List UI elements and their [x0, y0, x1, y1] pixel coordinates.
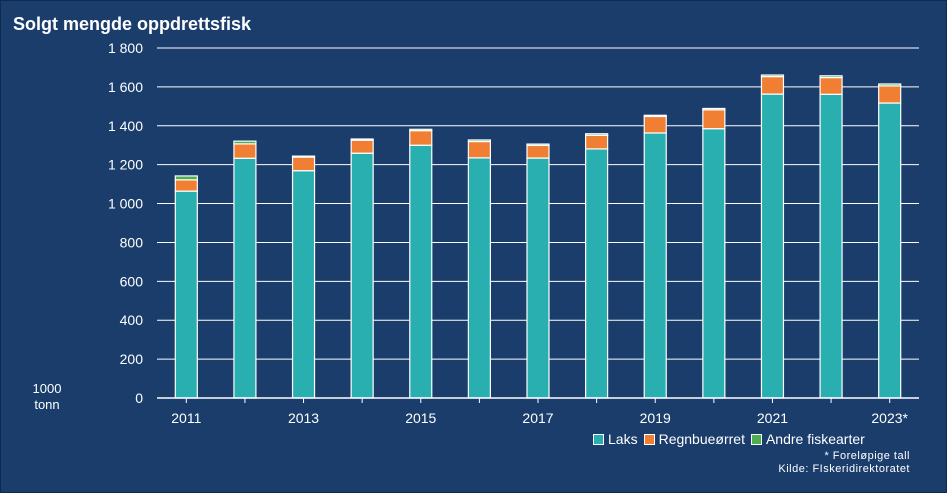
- y-tick-label-600: 600: [120, 273, 144, 289]
- bar-andre-fiskearter-2014: [350, 138, 374, 141]
- x-tick-label-2021: 2021: [757, 410, 788, 426]
- bar-regnbueorret-2020: [702, 109, 726, 130]
- legend-label-regnbueorret: Regnbueørret: [658, 431, 745, 447]
- chart-title: Solgt mengde oppdrettsfisk: [13, 14, 252, 34]
- y-tick-label-1600: 1 600: [108, 79, 143, 95]
- bar-regnbueorret-2017: [526, 144, 550, 159]
- preliminary-note: * Foreløpige tall: [824, 450, 910, 462]
- y-tick-label-1200: 1 200: [108, 157, 143, 173]
- x-tick-label-2015: 2015: [405, 410, 436, 426]
- legend-swatch-andre-fiskearter: [750, 433, 762, 445]
- bar-regnbueorret-2016: [467, 140, 491, 159]
- x-tick-label-2019: 2019: [640, 410, 671, 426]
- bar-laks-2021: [760, 93, 785, 399]
- footnotes: * Foreløpige tall Kilde: FIskeridirektor…: [778, 450, 910, 476]
- y-axis-ticks: 0 200 400 600 800 1 000 1 200 1 400 1 600 1 800: [108, 40, 143, 406]
- unit-line-2: tonn: [34, 397, 60, 412]
- bar-laks-2014: [350, 152, 374, 399]
- bar-laks-2018: [585, 148, 609, 399]
- y-tick-label-0: 0: [135, 390, 143, 406]
- x-tick-label-2013: 2013: [288, 410, 319, 426]
- legend-item-regnbueorret: Regnbueørret: [643, 431, 745, 447]
- bar-regnbueorret-2011: [174, 179, 198, 192]
- bar-laks-2011: [174, 190, 198, 399]
- unit-line-1: 1000: [32, 381, 62, 396]
- bar-regnbueorret-2013: [291, 156, 316, 172]
- bar-laks-2015: [409, 144, 433, 399]
- bar-laks-2023: [878, 102, 902, 399]
- x-tick-label-2023: 2023*: [871, 410, 908, 426]
- bar-andre-fiskearter-2016: [467, 139, 491, 143]
- bar-laks-2022: [819, 93, 843, 399]
- y-axis-unit: 1000 tonn: [27, 381, 67, 413]
- bar-regnbueorret-2018: [585, 134, 609, 150]
- bar-andre-fiskearter-2022: [819, 75, 843, 79]
- bar-laks-2019: [643, 132, 667, 399]
- bars: [174, 74, 902, 399]
- bar-andre-fiskearter-2012: [233, 140, 257, 145]
- bar-regnbueorret-2014: [350, 139, 374, 154]
- bar-regnbueorret-2021: [760, 75, 785, 95]
- bar-andre-fiskearter-2019: [643, 114, 667, 118]
- bar-regnbueorret-2012: [233, 143, 257, 159]
- bar-andre-fiskearter-2013: [291, 155, 316, 158]
- y-tick-label-1400: 1 400: [108, 118, 143, 134]
- bar-laks-2013: [291, 170, 316, 399]
- y-tick-label-400: 400: [120, 312, 144, 328]
- bar-andre-fiskearter-2017: [526, 143, 550, 147]
- bar-andre-fiskearter-2020: [702, 107, 726, 111]
- legend-swatch-laks: [593, 433, 604, 445]
- bar-andre-fiskearter-2015: [409, 128, 433, 132]
- bar-laks-2016: [467, 157, 491, 399]
- legend-item-andre-fiskearter: Andre fiskearter: [750, 431, 865, 447]
- y-tick-label-800: 800: [120, 234, 144, 250]
- legend: Laks Regnbueørret Andre fiskearter: [593, 431, 871, 447]
- legend-item-laks: Laks: [593, 431, 638, 447]
- bar-andre-fiskearter-2018: [585, 133, 609, 136]
- x-axis-ticks: 2011 2013 2015 2017 2019 2021 2023*: [157, 397, 919, 426]
- bar-andre-fiskearter-2011: [174, 175, 198, 181]
- y-tick-label-1800: 1 800: [108, 40, 143, 56]
- bar-regnbueorret-2022: [819, 76, 843, 95]
- bar-laks-2012: [233, 157, 257, 399]
- legend-label-laks: Laks: [608, 431, 638, 447]
- legend-label-andre-fiskearter: Andre fiskearter: [765, 431, 865, 447]
- source-note: Kilde: FIskeridirektoratet: [778, 463, 910, 475]
- y-tick-label-200: 200: [120, 351, 144, 367]
- x-tick-label-2017: 2017: [522, 410, 553, 426]
- legend-swatch-regnbueorret: [643, 433, 655, 445]
- y-tick-label-1000: 1 000: [108, 196, 143, 212]
- bar-laks-2017: [526, 157, 550, 399]
- bar-regnbueorret-2023: [878, 85, 902, 104]
- bar-regnbueorret-2019: [643, 115, 667, 134]
- bar-andre-fiskearter-2021: [760, 74, 785, 78]
- bar-regnbueorret-2015: [409, 130, 433, 146]
- x-tick-label-2011: 2011: [171, 410, 201, 426]
- bar-andre-fiskearter-2023: [878, 83, 902, 87]
- bar-laks-2020: [702, 128, 726, 399]
